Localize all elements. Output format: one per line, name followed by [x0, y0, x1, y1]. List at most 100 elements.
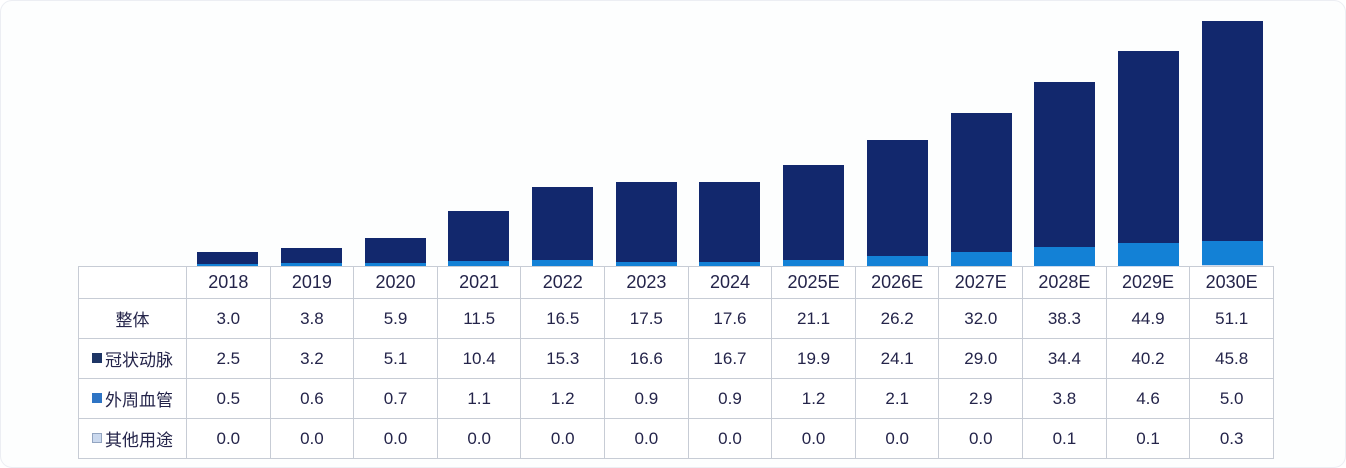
bar-segment-peripheral: [1201, 240, 1263, 265]
bar-group-2028E: [1023, 17, 1107, 266]
year-header-2029E: 2029E: [1105, 266, 1191, 299]
bar-group-2029E: [1107, 17, 1191, 266]
row-label-text-other: 其他用途: [105, 431, 173, 450]
bar-segment-coronary: [1201, 21, 1263, 241]
year-header-2024: 2024: [687, 266, 773, 299]
year-header-2027E: 2027E: [938, 266, 1024, 299]
cell-total-2028E: 38.3: [1022, 298, 1107, 339]
bar-segment-coronary: [364, 238, 426, 263]
stacked-bar-2025E: [783, 164, 845, 266]
legend-marker-peripheral-icon: [92, 393, 102, 403]
bar-segment-other: [1201, 264, 1263, 266]
year-header-2026E: 2026E: [854, 266, 940, 299]
bar-segment-coronary: [197, 251, 259, 264]
bar-segment-coronary: [1034, 82, 1096, 248]
bar-segment-coronary: [699, 181, 761, 262]
cell-total-2030E: 51.1: [1189, 298, 1274, 339]
bar-segment-coronary: [783, 164, 845, 261]
stacked-bar-2030E: [1201, 21, 1263, 266]
bar-group-2021: [437, 17, 521, 266]
chart-and-table-wrap: 2018 2019 2020 2021 2022 2023 2024 2025E 2026E 20…: [78, 17, 1274, 459]
year-header-2021: 2021: [436, 266, 522, 299]
cell-total-2021: 11.5: [436, 298, 522, 339]
cell-peripheral-2027E: 2.9: [938, 378, 1024, 419]
table-corner-cell: [78, 266, 187, 299]
cell-other-2019: 0.0: [269, 418, 355, 459]
bar-group-2020: [353, 17, 437, 266]
chart-left-spacer: [78, 17, 186, 266]
cell-other-2023: 0.0: [604, 418, 689, 459]
year-header-2022: 2022: [520, 266, 606, 299]
cell-other-2025E: 0.0: [771, 418, 856, 459]
cell-coronary-2028E: 34.4: [1022, 338, 1107, 379]
cell-coronary-2024: 16.7: [687, 338, 773, 379]
bar-segment-coronary: [448, 210, 510, 261]
bar-segment-peripheral: [699, 261, 761, 266]
bar-segment-coronary: [615, 182, 677, 262]
cell-total-2019: 3.8: [269, 298, 355, 339]
bar-group-2018: [186, 17, 270, 266]
bar-segment-peripheral: [364, 262, 426, 266]
cell-peripheral-2028E: 3.8: [1022, 378, 1107, 419]
cell-peripheral-2025E: 1.2: [771, 378, 856, 419]
bar-segment-peripheral: [197, 263, 259, 266]
stacked-bar-2028E: [1034, 82, 1096, 266]
bar-group-2023: [604, 17, 688, 266]
cell-peripheral-2029E: 4.6: [1105, 378, 1191, 419]
stacked-bar-2026E: [866, 140, 928, 266]
bar-segment-coronary: [866, 140, 928, 256]
stacked-bar-2020: [364, 238, 426, 266]
year-header-2018: 2018: [186, 266, 271, 299]
cell-other-2029E: 0.1: [1105, 418, 1191, 459]
cell-coronary-2019: 3.2: [269, 338, 355, 379]
cell-other-2028E: 0.1: [1022, 418, 1107, 459]
cell-peripheral-2018: 0.5: [186, 378, 271, 419]
bar-segment-peripheral: [783, 260, 845, 266]
cell-peripheral-2026E: 2.1: [854, 378, 940, 419]
stacked-bar-2024: [699, 181, 761, 266]
cell-total-2023: 17.5: [604, 298, 689, 339]
cell-total-2025E: 21.1: [771, 298, 856, 339]
stacked-bar-2023: [615, 182, 677, 266]
bar-group-2026E: [856, 17, 940, 266]
bar-group-2022: [521, 17, 605, 266]
bar-segment-coronary: [281, 247, 343, 264]
cell-total-2026E: 26.2: [854, 298, 940, 339]
year-header-row: 2018 2019 2020 2021 2022 2023 2024 2025E 2026E 20…: [78, 266, 1274, 299]
stacked-bar-2027E: [950, 113, 1012, 266]
cell-other-2021: 0.0: [436, 418, 522, 459]
cell-coronary-2027E: 29.0: [938, 338, 1024, 379]
year-header-2023: 2023: [604, 266, 689, 299]
bar-segment-peripheral: [1034, 247, 1096, 266]
stacked-bar-2019: [281, 247, 343, 266]
table-row-peripheral: 外周血管 0.5 0.6 0.7 1.1 1.2 0.9 0.9 1.2 2.1 2.9 3.8 4.6…: [78, 378, 1274, 419]
cell-coronary-2029E: 40.2: [1105, 338, 1191, 379]
cell-peripheral-2019: 0.6: [269, 378, 355, 419]
cell-other-2027E: 0.0: [938, 418, 1024, 459]
cell-other-2020: 0.0: [353, 418, 438, 459]
bar-group-2027E: [939, 17, 1023, 266]
legend-marker-other-icon: [92, 433, 102, 443]
cell-total-2024: 17.6: [687, 298, 773, 339]
cell-other-2030E: 0.3: [1189, 418, 1274, 459]
year-header-2020: 2020: [353, 266, 438, 299]
cell-other-2022: 0.0: [520, 418, 606, 459]
cell-coronary-2030E: 45.8: [1189, 338, 1274, 379]
row-label-total: 整体: [78, 298, 187, 339]
bar-group-2025E: [772, 17, 856, 266]
year-header-2019: 2019: [269, 266, 355, 299]
cell-total-2029E: 44.9: [1105, 298, 1191, 339]
cell-coronary-2025E: 19.9: [771, 338, 856, 379]
cell-peripheral-2024: 0.9: [687, 378, 773, 419]
row-label-peripheral: 外周血管: [78, 378, 187, 419]
row-label-text-total: 整体: [115, 311, 150, 330]
cell-coronary-2026E: 24.1: [854, 338, 940, 379]
cell-total-2020: 5.9: [353, 298, 438, 339]
cell-peripheral-2022: 1.2: [520, 378, 606, 419]
row-label-coronary: 冠状动脉: [78, 338, 187, 379]
cell-other-2024: 0.0: [687, 418, 773, 459]
cell-other-2026E: 0.0: [854, 418, 940, 459]
year-header-2025E: 2025E: [771, 266, 856, 299]
stacked-bar-2021: [448, 210, 510, 266]
